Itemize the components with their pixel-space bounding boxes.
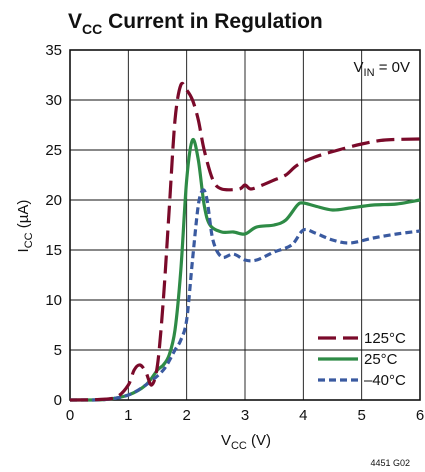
chart-title: VCC Current in Regulation	[68, 10, 323, 37]
y-tick-label: 15	[45, 242, 62, 259]
legend-label: –40°C	[364, 372, 406, 389]
x-tick-label: 3	[241, 407, 249, 424]
legend: 125°C 25°C –40°C	[318, 330, 406, 389]
legend-label: 25°C	[364, 351, 398, 368]
y-axis-label: ICC (µA)	[15, 200, 35, 253]
y-tick-label: 20	[45, 192, 62, 209]
x-axis-label: VCC (V)	[221, 432, 271, 452]
plot-frame	[69, 49, 421, 401]
y-tick-label: 10	[45, 292, 62, 309]
x-tick-label: 5	[357, 407, 365, 424]
grid	[70, 50, 420, 400]
x-tick-label: 1	[124, 407, 132, 424]
legend-label: 125°C	[364, 330, 406, 347]
x-tick-label: 0	[66, 407, 74, 424]
x-tick-label: 2	[182, 407, 190, 424]
series-line	[69, 81, 421, 402]
series-line	[69, 137, 421, 402]
vin-annotation: VIN = 0V	[354, 59, 410, 79]
x-tick-labels: 0 1 2 3 4 5 6	[66, 407, 424, 424]
y-tick-label: 25	[45, 142, 62, 159]
series-line	[69, 188, 421, 402]
series-layer	[69, 81, 421, 402]
figure-id: 4451 G02	[370, 458, 410, 468]
y-tick-labels: 0 5 10 15 20 25 30 35	[45, 42, 62, 409]
x-tick-label: 4	[299, 407, 307, 424]
x-tick-label: 6	[416, 407, 424, 424]
y-tick-label: 35	[45, 42, 62, 59]
y-tick-label: 0	[54, 392, 62, 409]
y-tick-label: 30	[45, 92, 62, 109]
y-tick-label: 5	[54, 342, 62, 359]
